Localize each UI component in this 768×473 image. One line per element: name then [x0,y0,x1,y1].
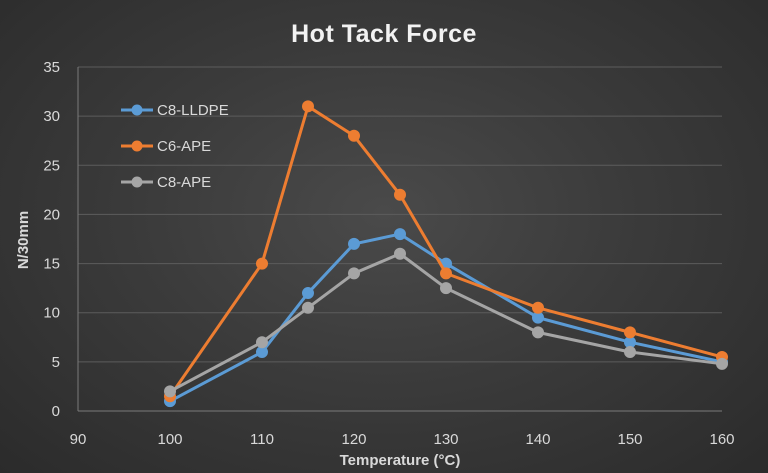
grid-layer [78,66,722,363]
y-tick-label: 5 [52,354,60,371]
x-tick-label: 100 [157,431,182,448]
y-tick-label: 25 [43,157,60,174]
legend-item: C8-LLDPE [121,102,229,119]
y-tick-label: 35 [43,59,60,76]
y-tick-label: 30 [43,108,60,125]
x-tick-label: 160 [709,431,734,448]
data-point [394,247,406,260]
axis-layer: 0 5 10 15 20 25 30 35 90 100 110 120 130 140 150 160 [43,59,734,448]
data-point [532,326,544,339]
legend-item: C6-APE [121,138,211,155]
data-point [302,301,314,314]
data-point [394,228,406,241]
x-tick-label: 140 [525,431,550,448]
data-point [348,129,360,142]
y-tick-label: 20 [43,206,60,223]
y-tick-label: 0 [52,403,60,420]
data-point [302,100,314,113]
legend-label: C8-APE [157,174,211,191]
x-tick-label: 110 [250,431,274,448]
legend: C8-LLDPE C6-APE C8-APE [121,102,229,191]
data-point [164,385,176,398]
data-point [256,257,268,270]
data-point [302,287,314,300]
x-tick-label: 120 [341,431,366,448]
data-point [348,267,360,280]
x-tick-label: 90 [70,431,87,448]
legend-swatch-marker [131,104,143,116]
data-point [624,326,636,339]
series-0 [164,228,728,408]
legend-label: C6-APE [157,138,211,155]
legend-label: C8-LLDPE [157,102,229,119]
y-tick-label: 10 [43,305,60,322]
x-tick-label: 150 [617,431,642,448]
series-layer [164,100,728,408]
data-point [716,357,728,370]
data-point [440,267,452,280]
legend-swatch-marker [131,140,143,152]
data-point [394,188,406,201]
legend-swatch-marker [131,176,143,188]
data-point [440,282,452,295]
data-point [348,237,360,250]
data-point [624,346,636,359]
x-tick-label: 130 [433,431,458,448]
series-2 [164,247,728,398]
chart-title: Hot Tack Force [291,20,477,48]
y-tick-label: 15 [43,256,60,273]
x-axis-label: Temperature (°C) [340,452,461,469]
legend-item: C8-APE [121,174,211,191]
y-axis-label: N/30mm [15,211,32,269]
series-1 [164,100,728,403]
data-point [256,336,268,349]
data-point [532,301,544,314]
